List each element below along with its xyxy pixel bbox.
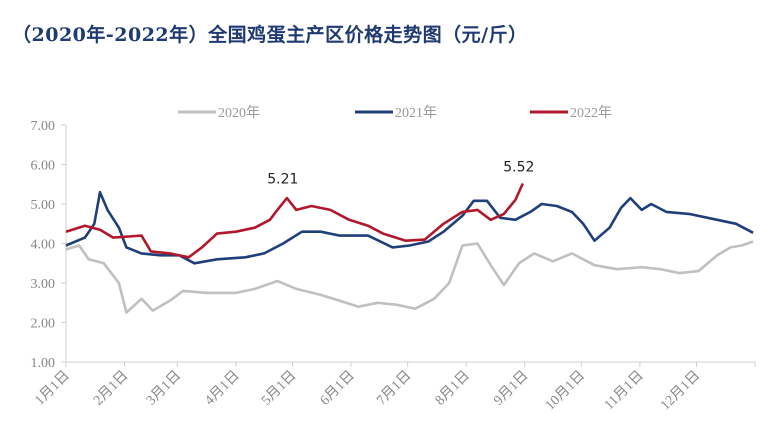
x-tick-label: 9月1日	[491, 368, 532, 409]
y-tick-label: 7.00	[31, 119, 56, 134]
series-line-2021	[65, 190, 754, 265]
x-tick-label: 6月1日	[317, 368, 358, 409]
y-tick-label: 4.00	[31, 238, 56, 253]
x-tick-label: 12月1日	[657, 368, 703, 414]
legend-label-2020: 2020年	[218, 105, 260, 121]
data-label: 5.52	[503, 159, 534, 175]
y-tick-label: 2.00	[31, 317, 56, 332]
legend-label-2022: 2022年	[570, 105, 612, 121]
y-tick-label: 6.00	[31, 159, 56, 174]
x-tick-label: 11月1日	[601, 368, 647, 414]
y-tick-label: 1.00	[31, 356, 56, 371]
y-tick-label: 3.00	[31, 277, 56, 292]
x-tick-label: 5月1日	[258, 368, 299, 409]
x-tick-label: 3月1日	[143, 368, 184, 409]
x-tick-label: 4月1日	[202, 368, 243, 409]
series-line-2022	[65, 182, 524, 259]
x-tick-label: 1月1日	[32, 368, 73, 409]
chart-title: （2020年-2022年）全国鸡蛋主产区价格走势图（元/斤）	[12, 24, 528, 46]
legend-label-2021: 2021年	[395, 105, 437, 121]
x-tick-label: 2月1日	[90, 368, 131, 409]
x-tick-label: 8月1日	[432, 368, 473, 409]
x-tick-label: 7月1日	[373, 368, 414, 409]
x-tick-label: 10月1日	[542, 368, 588, 414]
series-line-2020	[65, 240, 754, 314]
y-tick-label: 5.00	[31, 198, 56, 213]
data-label: 5.21	[267, 172, 298, 188]
